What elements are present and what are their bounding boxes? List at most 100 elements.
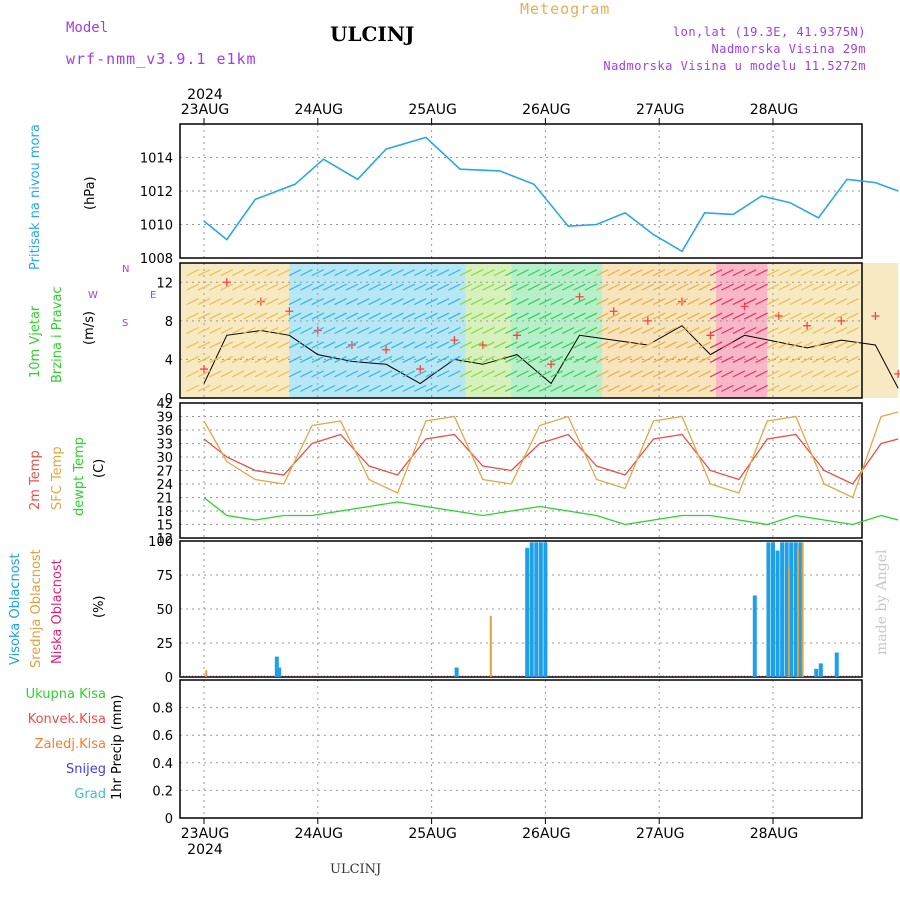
wind-arrow-114 — [322, 298, 336, 306]
wind-arrow-275 — [527, 312, 541, 320]
wind-arrow-294 — [550, 298, 564, 306]
wind-arrow-123 — [334, 298, 347, 306]
panel-frame-3 — [179, 540, 863, 678]
cloud-bar-0-7 — [543, 542, 548, 677]
wind-arrow-276 — [527, 298, 541, 306]
wind-arrow-497 — [812, 355, 825, 363]
wind-arrow-211 — [448, 326, 461, 335]
wind-arrow-152 — [368, 269, 381, 277]
wind-arrow-163 — [391, 370, 404, 378]
wind-arrow-349 — [618, 283, 632, 291]
wind-arrow-398 — [687, 355, 700, 363]
wind-arrow-235 — [482, 370, 495, 378]
wind-arrow-38 — [231, 355, 245, 363]
wind-arrow-81 — [288, 384, 302, 392]
wind-arrow-330 — [596, 298, 609, 306]
wind-arrow-71 — [266, 269, 279, 277]
wind-arrow-236 — [482, 355, 495, 363]
wind-arrow-475 — [778, 283, 791, 291]
cloud-bar-0-1 — [277, 667, 282, 677]
wind-arrow-271 — [527, 370, 541, 378]
cloud-bar-0-5 — [534, 542, 539, 677]
wind-arrow-72 — [277, 384, 290, 392]
bottom-day-label-1: 24AUG — [295, 826, 344, 842]
wind-arrow-165 — [391, 341, 404, 349]
wind-arrow-108 — [322, 384, 336, 392]
wind-arrow-45 — [243, 384, 256, 392]
wind-arrow-210 — [448, 341, 461, 349]
wind-arrow-26 — [209, 269, 222, 277]
wind-arrow-265 — [516, 326, 529, 335]
wind-arrow-372 — [652, 341, 666, 349]
wind-arrow-24 — [209, 298, 222, 306]
model-altitude-label: Nadmorska Visina u modelu 11.5272m — [603, 59, 866, 73]
wind-arrow-304 — [561, 283, 575, 291]
wind-arrow-13 — [197, 326, 211, 335]
wind-arrow-62 — [254, 269, 268, 277]
wind-arrow-59 — [254, 312, 268, 320]
wind-arrow-87 — [288, 298, 302, 306]
wind-arrow-83 — [288, 355, 302, 363]
y-tick-label-1-2: 8 — [165, 315, 173, 330]
wind-arrow-238 — [482, 326, 495, 335]
wind-arrow-174 — [402, 341, 416, 349]
wind-arrow-69 — [266, 298, 279, 306]
wind-arrow-340 — [607, 283, 620, 291]
wind-arrow-442 — [743, 370, 757, 378]
wind-speed-line — [203, 325, 899, 389]
wind-arrow-507 — [823, 341, 837, 349]
wind-arrow-525 — [846, 341, 859, 349]
wind-arrow-25 — [209, 283, 222, 291]
wind-arrow-329 — [596, 312, 609, 320]
bottom-year-label: 2024 — [187, 842, 223, 858]
temp-line-1 — [203, 411, 899, 499]
wind-arrow-54 — [254, 384, 268, 392]
model-name: wrf-nmm_v3.9.1 e1km — [66, 50, 257, 68]
wind-arrow-258 — [504, 298, 518, 306]
wind-arrow-472 — [778, 326, 791, 335]
wind-arrow-460 — [766, 370, 780, 378]
wind-arrow-387 — [675, 384, 689, 392]
wind-arrow-245 — [493, 355, 507, 363]
y-tick-label-1-1: 4 — [165, 353, 173, 368]
wind-arrow-352 — [630, 370, 643, 378]
wind-arrow-160 — [379, 283, 393, 291]
wind-arrow-508 — [823, 326, 837, 335]
wind-arrow-490 — [800, 326, 814, 335]
wind-arrow-506 — [823, 355, 837, 363]
wind-arrow-16 — [197, 283, 211, 291]
wind-arrow-325 — [596, 370, 609, 378]
wind-arrow-244 — [493, 370, 507, 378]
y-tick-label-4-0: 0 — [165, 812, 173, 827]
wind-arrow-395 — [675, 269, 689, 277]
y-tick-label-4-1: 0.2 — [152, 784, 173, 799]
wind-arrow-402 — [687, 298, 700, 306]
wind-gust-marker-13 — [609, 307, 618, 316]
wind-arrow-409 — [698, 326, 711, 335]
wind-gust-marker-21 — [871, 312, 880, 321]
wind-arrow-286 — [539, 283, 552, 291]
wind-gust-marker-0 — [200, 365, 208, 374]
wind-arrow-405 — [698, 384, 711, 392]
wind-arrow-392 — [675, 312, 689, 320]
wind-arrow-76 — [277, 326, 290, 335]
wind-arrow-180 — [413, 384, 427, 392]
wind-arrow-461 — [766, 355, 780, 363]
wind-arrow-116 — [322, 269, 336, 277]
top-day-label-5: 28AUG — [750, 102, 799, 118]
wind-direction-band-5 — [716, 263, 768, 398]
wind-arrow-97 — [300, 283, 313, 291]
wind-arrow-198 — [436, 384, 450, 392]
wind-arrow-93 — [300, 341, 313, 349]
wind-arrow-296 — [550, 269, 564, 277]
wind-arrow-509 — [823, 312, 837, 320]
wind-arrow-495 — [812, 384, 825, 392]
wind-arrow-132 — [345, 298, 359, 306]
wind-arrow-331 — [596, 283, 609, 291]
wind-arrow-338 — [607, 312, 620, 320]
cloud-bar-1-3 — [797, 547, 800, 677]
cloud-bar-1-2 — [787, 568, 790, 677]
wind-arrow-500 — [812, 312, 825, 320]
